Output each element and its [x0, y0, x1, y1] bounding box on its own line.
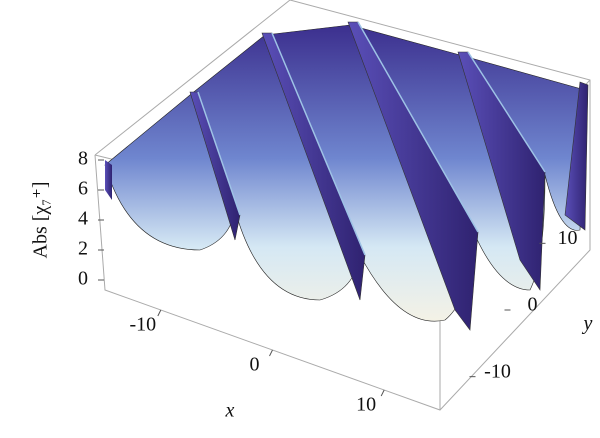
x-tick-label: 10: [356, 394, 376, 416]
z-tick-label: 8: [78, 148, 88, 170]
y-tick-label: 10: [558, 227, 578, 249]
y-tick-label: 0: [528, 294, 538, 316]
z-tick-label: 4: [78, 208, 88, 230]
z-tick-label: 0: [78, 268, 88, 290]
z-tick-label: 2: [78, 238, 88, 260]
x-tick: [269, 349, 273, 357]
y-axis-label: y: [582, 313, 593, 335]
surface: [104, 21, 589, 331]
x-tick: [157, 309, 162, 317]
x-tick-label: 0: [250, 354, 260, 376]
z-axis-label: Abs [χ₇⁺]: [30, 182, 52, 259]
x-axis-label: x: [225, 400, 235, 422]
x-tick: [380, 389, 385, 397]
x-tick-label: -10: [129, 314, 156, 336]
y-tick-label: -10: [484, 360, 511, 382]
z-tick-label: 6: [78, 178, 88, 200]
